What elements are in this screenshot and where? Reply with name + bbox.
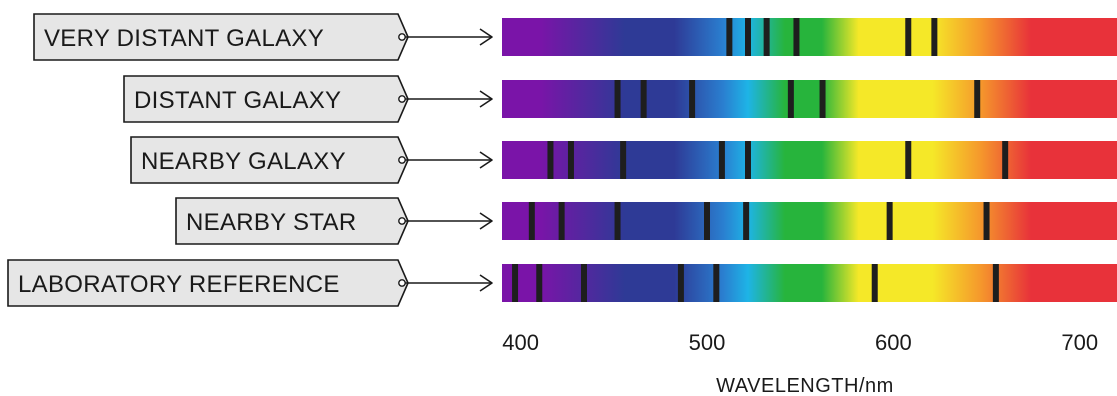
axis-ticks: 400 500 600 700: [502, 330, 1098, 355]
tick-label: 600: [875, 330, 912, 355]
spectrum-bar: [502, 202, 1117, 240]
absorption-line: [581, 264, 587, 302]
absorption-line: [992, 264, 999, 302]
absorption-line: [620, 141, 627, 179]
absorption-line: [793, 18, 800, 56]
absorption-line: [983, 202, 990, 240]
tag-hole: [398, 95, 406, 103]
pointer-arrow-head: [479, 274, 493, 292]
absorption-line: [718, 141, 725, 179]
absorption-line: [763, 18, 770, 56]
absorption-line: [677, 264, 684, 302]
absorption-line: [640, 80, 647, 118]
absorption-line: [528, 202, 535, 240]
spectrum-bar: [502, 18, 1117, 56]
tick-label: 400: [502, 330, 539, 355]
spectra-rows: VERY DISTANT GALAXY DISTANT GALAXY NEARBY …: [7, 13, 1117, 307]
absorption-line: [819, 80, 826, 118]
absorption-line: [536, 264, 543, 302]
absorption-line: [704, 202, 710, 240]
absorption-line: [931, 18, 938, 56]
label-tag: [123, 75, 409, 123]
spectrum-label: NEARBY GALAXY: [141, 148, 346, 175]
absorption-line: [713, 264, 720, 302]
tag-hole: [398, 217, 406, 225]
absorption-line: [1002, 141, 1009, 179]
absorption-line: [905, 18, 912, 56]
label-tag: [33, 13, 409, 61]
spectrum-bar: [502, 141, 1117, 179]
spectrum-label: LABORATORY REFERENCE: [18, 271, 340, 298]
label-tag: [130, 136, 409, 184]
absorption-line: [745, 141, 751, 179]
absorption-line: [726, 18, 733, 56]
absorption-line: [567, 141, 574, 179]
spectrum-row: DISTANT GALAXY: [123, 75, 1117, 123]
absorption-line: [689, 80, 696, 118]
absorption-line: [905, 141, 912, 179]
pointer-arrow-head: [479, 212, 493, 230]
label-tag: [175, 197, 409, 245]
tick-label: 500: [689, 330, 726, 355]
spectrum-row: NEARBY GALAXY: [130, 136, 1117, 184]
absorption-line: [614, 202, 621, 240]
wavelength-axis: 400 500 600 700 WAVELENGTH/nm: [502, 330, 1098, 396]
absorption-line: [871, 264, 878, 302]
spectrum-bar: [502, 264, 1117, 302]
pointer-arrow-head: [479, 151, 493, 169]
absorption-line: [614, 80, 621, 118]
absorption-line: [745, 18, 751, 56]
spectrum-row: LABORATORY REFERENCE: [7, 259, 1117, 307]
label-tag: [7, 259, 409, 307]
absorption-line: [743, 202, 750, 240]
absorption-line: [787, 80, 794, 118]
tag-hole: [398, 156, 406, 164]
spectrum-row: VERY DISTANT GALAXY: [33, 13, 1117, 61]
pointer-arrow-head: [479, 28, 493, 46]
spectrum-label: VERY DISTANT GALAXY: [44, 25, 324, 52]
absorption-line: [558, 202, 565, 240]
spectrum-label: DISTANT GALAXY: [134, 87, 341, 114]
tick-label: 700: [1061, 330, 1098, 355]
spectrum-bar: [502, 80, 1117, 118]
absorption-line: [886, 202, 893, 240]
absorption-line: [512, 264, 519, 302]
pointer-arrow-head: [479, 90, 493, 108]
tag-hole: [398, 279, 406, 287]
absorption-line: [547, 141, 554, 179]
axis-label: WAVELENGTH/nm: [716, 375, 894, 396]
absorption-line: [974, 80, 981, 118]
spectrum-label: NEARBY STAR: [186, 209, 356, 236]
spectrum-row: NEARBY STAR: [175, 197, 1117, 245]
tag-hole: [398, 33, 406, 41]
